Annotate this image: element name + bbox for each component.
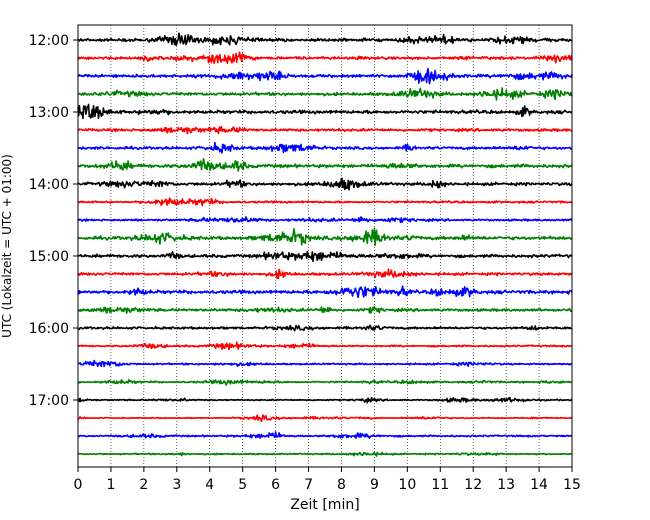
y-axis-label: UTC (Lokalzeit = UTC + 01:00) — [0, 154, 14, 338]
x-tick-label: 13 — [497, 477, 515, 493]
trace-line — [77, 141, 573, 154]
trace-line — [77, 359, 573, 368]
y-tick-label: 16:00 — [29, 321, 69, 337]
x-axis-ticks: 0 1 2 3 4 5 6 7 8 9 10 11 12 13 14 15 — [74, 467, 581, 493]
y-tick-label: 13:00 — [29, 105, 69, 121]
y-tick-label: 15:00 — [29, 249, 69, 265]
x-axis-label: Zeit [min] — [290, 497, 359, 513]
x-tick-label: 10 — [398, 477, 416, 493]
trace-line — [77, 103, 573, 120]
x-tick-label: 8 — [337, 477, 346, 493]
x-tick-label: 1 — [106, 477, 115, 493]
x-tick-label: 12 — [464, 477, 482, 493]
x-tick-label: 15 — [563, 477, 581, 493]
x-tick-label: 5 — [238, 477, 247, 493]
x-tick-label: 14 — [530, 477, 548, 493]
y-tick-label: 12:00 — [29, 33, 69, 49]
trace-line — [77, 306, 573, 314]
trace-line — [77, 87, 573, 101]
trace-line — [77, 197, 573, 207]
y-tick-label: 14:00 — [29, 177, 69, 193]
trace-line — [77, 324, 573, 332]
trace-line — [77, 125, 573, 135]
x-tick-label: 11 — [431, 477, 449, 493]
trace-line — [77, 396, 573, 404]
y-axis-ticks: 12:00 13:00 14:00 15:00 16:00 17:00 — [29, 33, 78, 409]
trace-line — [77, 32, 573, 47]
x-tick-label: 7 — [304, 477, 313, 493]
x-tick-label: 0 — [74, 477, 83, 493]
x-tick-label: 6 — [271, 477, 280, 493]
seismic-traces — [77, 32, 573, 457]
trace-line — [77, 285, 573, 299]
trace-line — [77, 431, 573, 440]
trace-line — [77, 250, 573, 263]
trace-line — [77, 268, 573, 280]
y-tick-label: 17:00 — [29, 393, 69, 409]
trace-line — [77, 158, 573, 172]
trace-line — [77, 227, 573, 246]
plot-frame — [77, 24, 573, 468]
trace-line — [77, 341, 573, 351]
trace-line — [77, 378, 573, 386]
trace-line — [77, 51, 573, 65]
trace-line — [77, 451, 573, 457]
trace-line — [77, 216, 573, 224]
trace-line — [77, 177, 573, 191]
trace-line — [77, 67, 573, 85]
x-tick-label: 3 — [172, 477, 181, 493]
trace-line — [77, 414, 573, 423]
x-tick-label: 2 — [139, 477, 148, 493]
x-tick-label: 4 — [205, 477, 214, 493]
x-tick-label: 9 — [370, 477, 379, 493]
